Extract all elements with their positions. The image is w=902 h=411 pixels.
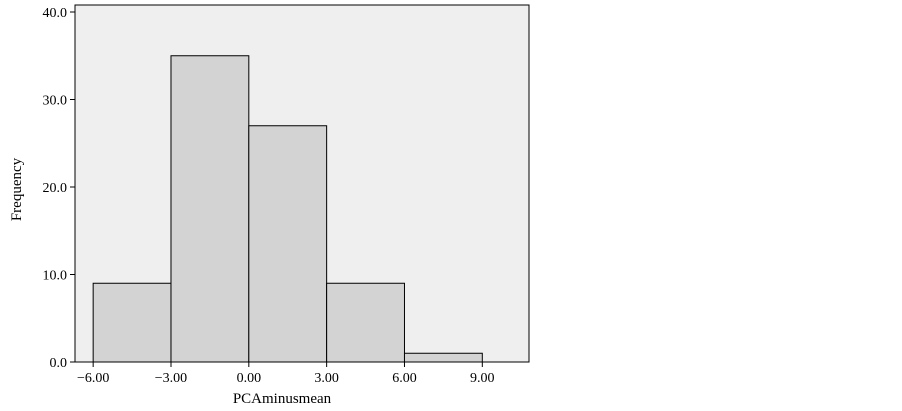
x-axis: −6.00 −3.00 0.00 3.00 6.00 9.00 [77, 362, 495, 386]
x-tick-label: 9.00 [470, 371, 495, 386]
y-tick-label: 10.0 [43, 269, 68, 284]
x-tick-label: 0.00 [237, 371, 262, 386]
bars-group [92, 55, 483, 363]
x-axis-label: PCAminusmean [233, 391, 332, 407]
y-axis: 0.0 10.0 20.0 30.0 40.0 [43, 6, 75, 371]
y-axis-label: Frequency [9, 157, 25, 221]
x-tick-label: −3.00 [155, 371, 187, 386]
y-tick-label: 30.0 [43, 94, 68, 109]
histogram-bar-1 [92, 282, 172, 363]
histogram-bar-3 [248, 125, 328, 363]
y-tick-label: 20.0 [43, 181, 68, 196]
x-tick-label: 6.00 [392, 371, 417, 386]
y-tick-label: 0.0 [50, 356, 68, 371]
x-tick-label: 3.00 [314, 371, 339, 386]
histogram-bar-2 [170, 55, 250, 363]
y-tick-label: 40.0 [43, 6, 68, 21]
x-tick-label: −6.00 [77, 371, 109, 386]
histogram-bar-4 [326, 282, 405, 363]
histogram-bar-5 [403, 352, 483, 363]
